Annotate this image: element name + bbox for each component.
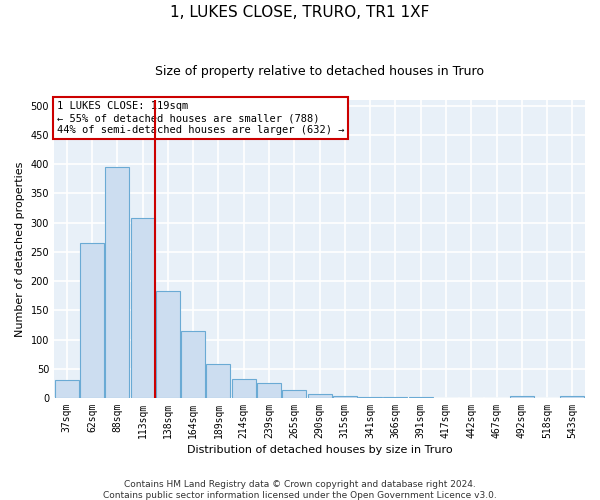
Bar [80,243,104,398]
Bar [105,167,129,398]
Title: Size of property relative to detached houses in Truro: Size of property relative to detached ho… [155,65,484,78]
Bar [55,380,79,398]
Bar [206,364,230,398]
X-axis label: Distribution of detached houses by size in Truro: Distribution of detached houses by size … [187,445,452,455]
Bar [282,390,306,398]
Text: 1, LUKES CLOSE, TRURO, TR1 1XF: 1, LUKES CLOSE, TRURO, TR1 1XF [170,5,430,20]
Text: 1 LUKES CLOSE: 119sqm
← 55% of detached houses are smaller (788)
44% of semi-det: 1 LUKES CLOSE: 119sqm ← 55% of detached … [56,102,344,134]
Bar [156,291,180,398]
Y-axis label: Number of detached properties: Number of detached properties [15,162,25,336]
Bar [257,384,281,398]
Bar [232,378,256,398]
Bar [560,396,584,398]
Text: Contains HM Land Registry data © Crown copyright and database right 2024.
Contai: Contains HM Land Registry data © Crown c… [103,480,497,500]
Bar [510,396,534,398]
Bar [131,218,155,398]
Bar [181,331,205,398]
Bar [308,394,332,398]
Bar [333,396,357,398]
